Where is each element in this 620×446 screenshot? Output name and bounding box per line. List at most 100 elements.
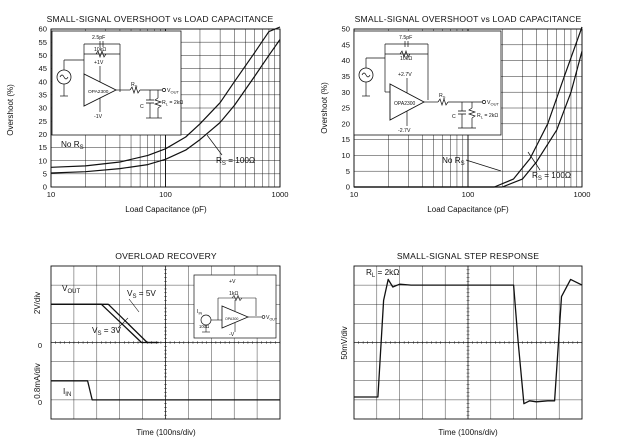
overload-recovery-ylabel-top: 2V/div bbox=[33, 292, 42, 314]
step-response-title: SMALL-SIGNAL STEP RESPONSE bbox=[397, 251, 539, 261]
y-tick-label: 20 bbox=[39, 130, 47, 139]
y-tick-label: 0 bbox=[346, 183, 350, 192]
y-tick-label: 25 bbox=[342, 104, 350, 113]
y-tick-label: 50 bbox=[39, 51, 47, 60]
inset-vminus-label: -1V bbox=[94, 114, 103, 120]
overload-recovery-vs3-label: VS = 3V bbox=[92, 326, 121, 337]
inset-rf-label: 10kΩ bbox=[94, 47, 106, 53]
series-line-0 bbox=[354, 278, 583, 405]
x-tick-label: 100 bbox=[462, 190, 475, 199]
inset-rin-label: 100Ω bbox=[199, 324, 209, 329]
y-tick-label: 55 bbox=[39, 38, 47, 47]
y-tick-label: 35 bbox=[39, 90, 47, 99]
overshoot-right-panel: SMALL-SIGNAL OVERSHOOT vs LOAD CAPACITAN… bbox=[320, 14, 590, 214]
step-response-xlabel: Time (100ns/div) bbox=[438, 428, 498, 437]
series-line-2 bbox=[51, 380, 280, 401]
overload-recovery-vs5-label: VS = 5V bbox=[127, 289, 156, 300]
overshoot-left-series bbox=[50, 26, 281, 174]
overshoot-right-ticks: 0 5 10 15 20 25 30 35 40 45 50 10 100 1000 bbox=[342, 25, 591, 199]
overshoot-left-ylabel: Overshoot (%) bbox=[6, 84, 15, 136]
overshoot-right-inset-schematic: 7.5pF 10kΩ +2.7V OPA2300 -2.7V RS C RL =… bbox=[353, 30, 502, 136]
inset-opamp-label: OPA2300 bbox=[394, 101, 416, 107]
overload-recovery-panel: OVERLOAD RECOVERY Time (100ns/div) 2V/di… bbox=[33, 251, 281, 437]
overshoot-left-panel: SMALL-SIGNAL OVERSHOOT vs LOAD CAPACITAN… bbox=[6, 14, 288, 214]
overshoot-right-rs-pointer bbox=[527, 151, 541, 171]
y-tick-label: 15 bbox=[342, 135, 350, 144]
y-tick-label: 5 bbox=[43, 169, 47, 178]
y-tick-label: 50 bbox=[342, 25, 350, 34]
overload-recovery-inset-schematic: +V 1kΩ 100Ω IIN -V VOUT OPA300 bbox=[193, 274, 278, 339]
overshoot-right-xlabel: Load Capacitance (pF) bbox=[427, 205, 509, 214]
series-line-0 bbox=[50, 26, 281, 168]
inset-rs-label: RS bbox=[439, 93, 446, 100]
x-tick-label: 100 bbox=[159, 190, 172, 199]
inset-rl-label: RL = 2kΩ bbox=[477, 113, 498, 120]
inset-rs-label: RS bbox=[131, 82, 138, 89]
overload-recovery-zero-bottom: 0 bbox=[38, 398, 42, 407]
inset-rl-label: RL = 2kΩ bbox=[162, 100, 183, 107]
y-tick-label: 5 bbox=[346, 167, 350, 176]
step-response-panel: SMALL-SIGNAL STEP RESPONSE Time (100ns/d… bbox=[340, 251, 583, 437]
y-tick-label: 40 bbox=[39, 77, 47, 86]
overload-recovery-title: OVERLOAD RECOVERY bbox=[115, 251, 217, 261]
overshoot-right-label-rs: RS = 100Ω bbox=[532, 171, 571, 182]
y-tick-label: 30 bbox=[342, 88, 350, 97]
plot-frame bbox=[50, 265, 281, 420]
inset-vplus-label: +V bbox=[229, 279, 236, 285]
plot-frame bbox=[50, 28, 281, 188]
overload-recovery-ylabel-bottom: 0.8mA/div bbox=[33, 363, 42, 399]
y-tick-label: 0 bbox=[43, 183, 47, 192]
overshoot-left-inset-schematic: 2.5pF 10kΩ +1V OPA2300 -1V RS C RL = 2kΩ… bbox=[51, 30, 183, 136]
inset-vplus-label: +1V bbox=[94, 60, 104, 66]
step-response-rl-label: RL = 2kΩ bbox=[366, 268, 399, 279]
inset-vminus-label: -2.7V bbox=[398, 128, 411, 134]
inset-rf-label: 10kΩ bbox=[400, 56, 412, 62]
y-tick-label: 25 bbox=[39, 117, 47, 126]
y-tick-label: 35 bbox=[342, 72, 350, 81]
overshoot-left-title: SMALL-SIGNAL OVERSHOOT vs LOAD CAPACITAN… bbox=[47, 14, 274, 24]
opamp-icon bbox=[221, 305, 250, 329]
overshoot-left-ticks: 0 5 10 15 20 25 30 35 40 45 50 55 60 10 100 1000 bbox=[39, 25, 289, 199]
inset-opamp-label: OPA2300 bbox=[88, 89, 109, 95]
overshoot-left-rs-pointer bbox=[206, 134, 223, 156]
overshoot-right-label-no-rs: No RS bbox=[442, 156, 465, 167]
x-tick-label: 1000 bbox=[574, 190, 591, 199]
y-tick-label: 10 bbox=[342, 151, 350, 160]
inset-vplus-label: +2.7V bbox=[398, 72, 412, 78]
y-tick-label: 40 bbox=[342, 56, 350, 65]
plot-frame bbox=[353, 265, 583, 420]
step-response-grid bbox=[353, 265, 583, 420]
step-response-ylabel: 50mV/div bbox=[340, 326, 349, 359]
inset-cf-label: 2.5pF bbox=[92, 35, 105, 41]
y-tick-label: 45 bbox=[342, 40, 350, 49]
overload-recovery-iin-label: IIN bbox=[63, 387, 71, 398]
y-tick-label: 10 bbox=[39, 156, 47, 165]
inset-iin-label: IIN bbox=[197, 309, 202, 315]
overshoot-left-xlabel: Load Capacitance (pF) bbox=[125, 205, 207, 214]
inset-c-label: C bbox=[140, 104, 144, 110]
overshoot-right-no-rs-pointer bbox=[465, 159, 502, 172]
x-tick-label: 1000 bbox=[272, 190, 289, 199]
overload-recovery-series bbox=[51, 303, 280, 401]
y-tick-label: 20 bbox=[342, 119, 350, 128]
overshoot-right-series bbox=[354, 26, 583, 188]
overshoot-left-label-rs: RS = 100Ω bbox=[216, 156, 255, 167]
overload-recovery-vs5-pointer bbox=[128, 298, 140, 313]
overload-recovery-vout-label: VOUT bbox=[62, 284, 80, 295]
inset-vout-label: VOUT bbox=[167, 88, 179, 95]
inset-c-label: C bbox=[452, 114, 456, 120]
y-tick-label: 15 bbox=[39, 143, 47, 152]
y-tick-label: 30 bbox=[39, 104, 47, 113]
inset-vout-label: VOUT bbox=[487, 100, 499, 107]
series-line-1 bbox=[354, 50, 583, 188]
y-tick-label: 45 bbox=[39, 64, 47, 73]
inset-opamp-label: OPA300 bbox=[225, 317, 238, 321]
inset-rf-label: 1kΩ bbox=[229, 291, 238, 297]
overshoot-left-label-no-rs: No RS bbox=[61, 140, 84, 151]
inset-vout-label: VOUT bbox=[266, 315, 278, 321]
overload-recovery-zero-top: 0 bbox=[38, 341, 42, 350]
overshoot-right-ylabel: Overshoot (%) bbox=[320, 82, 329, 134]
overload-recovery-vs3-pointer bbox=[117, 317, 129, 329]
